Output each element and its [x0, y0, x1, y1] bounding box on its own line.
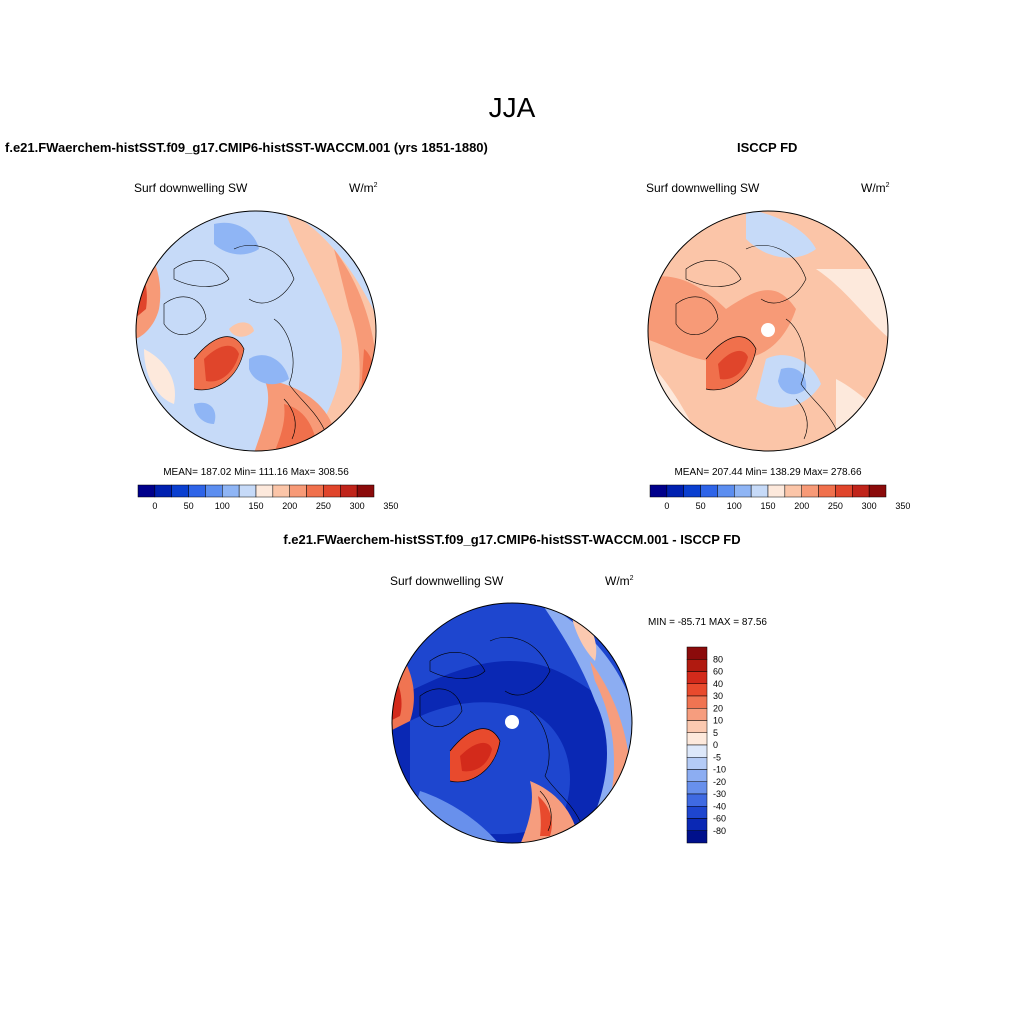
model-colorbar-label: 150 — [248, 501, 263, 511]
model-colorbar: 0 50 100 150 200 250 300 350 — [137, 484, 398, 511]
diff-minmax: MIN = -85.71 MAX = 87.56 — [648, 617, 767, 628]
obs-colorbar-box — [717, 484, 735, 498]
obs-colorbar-box — [818, 484, 836, 498]
model-colorbar-box — [222, 484, 240, 498]
model-colorbar-label: 100 — [215, 501, 230, 511]
diff-colorbar-box — [686, 646, 708, 660]
obs-colorbar-box — [700, 484, 718, 498]
diff-colorbar-label: 10 — [713, 716, 723, 726]
diff-colorbar-label: 80 — [713, 654, 723, 664]
model-colorbar-label: 300 — [350, 501, 365, 511]
obs-colorbar-label: 300 — [862, 501, 877, 511]
diff-colorbar-label: -10 — [713, 765, 726, 775]
obs-colorbar-box — [750, 484, 769, 498]
diff-colorbar-label: 30 — [713, 691, 723, 701]
model-colorbar-label: 350 — [383, 501, 398, 511]
diff-colorbar-label: -80 — [713, 826, 726, 836]
model-colorbar-box — [340, 484, 358, 498]
model-units-label: W/m2 — [349, 181, 378, 195]
diff-colorbar-label: -60 — [713, 814, 726, 824]
model-colorbar-box — [238, 484, 257, 498]
model-colorbar-box — [356, 484, 375, 498]
obs-colorbar-label: 150 — [760, 501, 775, 511]
obs-colorbar-box — [852, 484, 870, 498]
model-colorbar-box — [188, 484, 206, 498]
model-colorbar-box — [323, 484, 341, 498]
obs-colorbar-box — [801, 484, 819, 498]
diff-colorbar-label: 60 — [713, 667, 723, 677]
obs-colorbar-box — [649, 484, 668, 498]
diff-colorbar-box — [686, 695, 708, 709]
obs-variable-label: Surf downwelling SW — [646, 181, 760, 195]
obs-panel-title: ISCCP FD — [737, 140, 798, 155]
model-colorbar-label: 50 — [184, 501, 194, 511]
diff-colorbar-box — [686, 708, 708, 721]
diff-colorbar-label: -20 — [713, 777, 726, 787]
diff-colorbar-label: -5 — [713, 752, 721, 762]
model-panel-title: f.e21.FWaerchem-histSST.f09_g17.CMIP6-hi… — [5, 140, 488, 155]
diff-colorbar-label: 0 — [713, 740, 718, 750]
diff-colorbar-label: 40 — [713, 679, 723, 689]
diff-colorbar-box — [686, 683, 708, 697]
obs-colorbar-box — [666, 484, 684, 498]
diff-colorbar-label: 20 — [713, 703, 723, 713]
model-colorbar-box — [272, 484, 290, 498]
obs-colorbar-label: 50 — [696, 501, 706, 511]
obs-colorbar-label: 200 — [794, 501, 809, 511]
diff-colorbar-box — [686, 659, 708, 672]
diff-colorbar-box — [686, 818, 708, 831]
obs-colorbar-box — [784, 484, 802, 498]
diff-colorbar-box — [686, 830, 708, 844]
diff-colorbar-label: -30 — [713, 789, 726, 799]
obs-colorbar-label: 350 — [895, 501, 910, 511]
obs-colorbar-label: 0 — [664, 501, 669, 511]
obs-stats: MEAN= 207.44 Min= 138.29 Max= 278.66 — [674, 467, 862, 478]
diff-colorbar-box — [686, 769, 708, 782]
obs-colorbar-box — [835, 484, 853, 498]
model-polar-map — [135, 210, 377, 452]
diff-colorbar-box — [686, 757, 708, 770]
diff-polar-map — [391, 602, 633, 844]
model-colorbar-box — [154, 484, 172, 498]
model-colorbar-box — [205, 484, 223, 498]
model-colorbar-box — [137, 484, 156, 498]
diff-colorbar-box — [686, 671, 708, 684]
model-variable-label: Surf downwelling SW — [134, 181, 248, 195]
diff-colorbar-box — [686, 806, 708, 819]
obs-colorbar-box — [767, 484, 786, 498]
diff-colorbar-box — [686, 744, 708, 758]
model-colorbar-label: 200 — [282, 501, 297, 511]
diff-units-label: W/m2 — [605, 574, 634, 588]
diff-panel-title: f.e21.FWaerchem-histSST.f09_g17.CMIP6-hi… — [283, 532, 741, 547]
model-colorbar-box — [306, 484, 324, 498]
diff-colorbar-box — [686, 781, 708, 795]
diff-colorbar-box — [686, 793, 708, 807]
obs-colorbar-label: 250 — [828, 501, 843, 511]
diff-colorbar-label: 5 — [713, 728, 718, 738]
diff-variable-label: Surf downwelling SW — [390, 574, 504, 588]
obs-colorbar-box — [683, 484, 701, 498]
obs-colorbar: 0 50 100 150 200 250 300 350 — [649, 484, 910, 511]
diff-colorbar-box — [686, 732, 708, 746]
model-colorbar-box — [289, 484, 307, 498]
obs-colorbar-label: 100 — [727, 501, 742, 511]
model-colorbar-box — [171, 484, 189, 498]
model-stats: MEAN= 187.02 Min= 111.16 Max= 308.56 — [163, 467, 349, 478]
main-title: JJA — [488, 92, 536, 123]
model-colorbar-label: 250 — [316, 501, 331, 511]
obs-colorbar-box — [868, 484, 887, 498]
diff-colorbar-label: -40 — [713, 801, 726, 811]
model-colorbar-box — [255, 484, 274, 498]
obs-colorbar-box — [734, 484, 752, 498]
obs-units-label: W/m2 — [861, 181, 890, 195]
diff-colorbar-box — [686, 720, 708, 733]
model-colorbar-label: 0 — [152, 501, 157, 511]
obs-polar-map — [647, 210, 889, 452]
diff-colorbar: 80 60 40 30 20 10 5 0 -5 -10 -20 -30 -40 -60 -80 — [686, 646, 726, 844]
